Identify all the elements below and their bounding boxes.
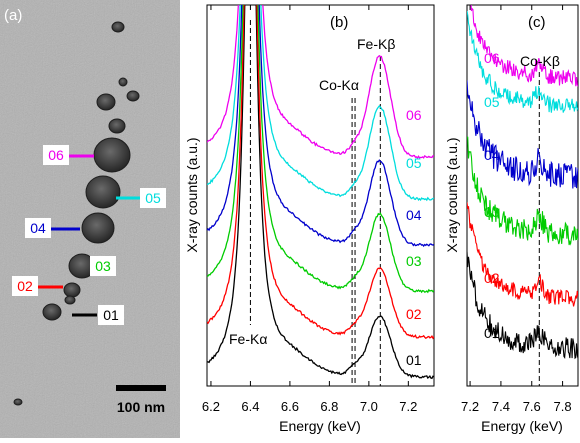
panel-b-reference-lines <box>249 20 381 386</box>
nanoparticle <box>85 175 121 209</box>
panel-b-x-tick-label: 6.6 <box>281 399 299 414</box>
nanoparticle <box>118 77 128 87</box>
panel-b-x-tick-label: 7.0 <box>360 399 378 414</box>
panel-b-series-label-06: 06 <box>406 107 422 123</box>
panel-a-label: (a) <box>4 7 22 24</box>
particle-label-05: 05 <box>145 190 161 206</box>
particle-label-03: 03 <box>95 258 111 274</box>
particle-label-box-03 <box>90 256 116 276</box>
nanoparticle <box>93 137 131 173</box>
nanoparticle <box>13 398 23 406</box>
panel-c-series-label-02: 02 <box>484 270 500 286</box>
panel-b-y-axis-title: X-ray counts (a.u.) <box>184 137 200 252</box>
panel-b-series-05 <box>207 5 434 202</box>
panel-c-series-02 <box>467 202 578 307</box>
nanoparticle <box>42 303 62 321</box>
panel-c-series-01 <box>467 251 578 360</box>
panel-c-series-05 <box>467 10 578 113</box>
panel-b: 6.2 6.4 6.6 6.8 7.0 7.2 01 02 03 04 05 06 (b) Fe-K… <box>184 4 435 434</box>
particle-label-01: 01 <box>103 307 119 323</box>
nanoparticle <box>126 90 140 102</box>
panel-c-series-label-06: 06 <box>484 50 500 66</box>
panel-b-series-label-03: 03 <box>406 253 422 269</box>
scale-bar-label: 100 nm <box>117 399 165 415</box>
particle-label-box-01 <box>98 305 124 325</box>
panel-b-x-tick-label: 6.2 <box>202 399 220 414</box>
particle-label-box-04 <box>25 218 51 238</box>
fe-kbeta-annotation: Fe-Kβ <box>357 36 395 52</box>
particle-label-box-05 <box>140 188 166 208</box>
panel-c-series-label-03: 03 <box>484 204 500 220</box>
particle-label-04: 04 <box>30 220 46 236</box>
panel-c-x-axis-title: Energy (keV) <box>481 418 563 434</box>
panel-c-series-label-05: 05 <box>484 94 500 110</box>
panel-b-x-tick-label: 6.4 <box>241 399 259 414</box>
panel-c-series-04 <box>467 80 578 189</box>
panel-c-series-label-01: 01 <box>484 325 500 341</box>
co-kbeta-annotation: Co-Kβ <box>520 53 560 69</box>
panel-b-series-label-01: 01 <box>406 352 422 368</box>
panel-b-frame <box>206 4 435 387</box>
panel-c-x-tick-label: 7.2 <box>461 399 479 414</box>
panel-c-spectra <box>467 5 578 360</box>
particle-label-02: 02 <box>17 278 33 294</box>
panel-c-series-label-04: 04 <box>484 147 500 163</box>
panel-c-series-06 <box>470 5 578 87</box>
panel-c-y-axis-title: X-ray counts (a.u.) <box>444 137 460 252</box>
panel-c-frame <box>466 4 579 387</box>
panel-b-x-tick-label: 7.2 <box>399 399 417 414</box>
panel-b-series-03 <box>207 5 434 294</box>
panel-c-series-labels: 01 02 03 04 05 06 <box>484 50 500 341</box>
particle-label-box-06 <box>43 145 69 165</box>
nanoparticle <box>64 295 76 305</box>
panel-c: 7.2 7.4 7.6 7.8 01 02 03 04 05 06 (c) Co-Kβ Ener… <box>444 4 579 434</box>
panel-c-x-tick-label: 7.6 <box>523 399 541 414</box>
panel-b-series-02 <box>207 5 434 340</box>
nanoparticle <box>81 212 115 244</box>
panel-b-series-06 <box>207 5 434 159</box>
particle-label-box-02 <box>12 276 38 296</box>
nanoparticle <box>96 93 116 111</box>
panel-b-series-01 <box>207 5 434 380</box>
panel-c-label: (c) <box>528 14 546 31</box>
panel-b-spectra <box>207 5 434 380</box>
scale-bar <box>116 385 166 391</box>
panel-b-label: (b) <box>330 14 348 31</box>
fe-kalpha-annotation: Fe-Kα <box>229 331 267 347</box>
panel-b-series-label-04: 04 <box>406 207 422 223</box>
tem-image: (a) 01 02 03 04 05 06 100 nm <box>0 0 180 438</box>
panel-b-x-axis: 6.2 6.4 6.6 6.8 7.0 7.2 <box>202 5 417 414</box>
panel-b-series-label-02: 02 <box>406 306 422 322</box>
panel-b-series-labels: 01 02 03 04 05 06 <box>406 107 422 368</box>
panel-b-x-tick-label: 6.8 <box>320 399 338 414</box>
panel-b-series-label-05: 05 <box>406 155 422 171</box>
particle-labels: 01 02 03 04 05 06 <box>12 145 166 325</box>
panel-b-series-04 <box>207 5 434 248</box>
panel-c-x-tick-label: 7.4 <box>492 399 510 414</box>
co-kalpha-annotation: Co-Kα <box>319 77 359 93</box>
particle-label-06: 06 <box>48 147 64 163</box>
panel-c-x-axis: 7.2 7.4 7.6 7.8 <box>461 5 572 414</box>
panel-c-series-03 <box>467 136 578 246</box>
nanoparticle <box>63 282 81 298</box>
nanoparticle <box>111 21 125 33</box>
panel-b-x-axis-title: Energy (keV) <box>279 418 361 434</box>
nanoparticle <box>108 118 126 134</box>
panel-c-x-tick-label: 7.8 <box>554 399 572 414</box>
